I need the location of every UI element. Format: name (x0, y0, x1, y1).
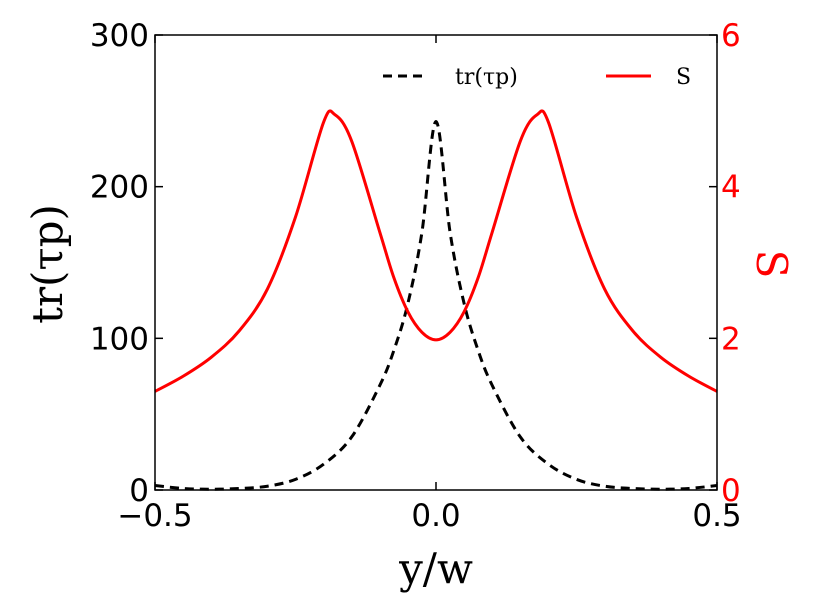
y-left-axis-title: tr(τp) (23, 204, 72, 324)
y-right-axis-title: S (747, 250, 796, 279)
legend-label-s: S (676, 65, 691, 90)
y-left-tick-label: 200 (90, 170, 149, 206)
x-tick-label: 0.0 (411, 498, 460, 534)
y-left-tick-label: 100 (90, 321, 149, 357)
x-tick-label: −0.5 (117, 498, 192, 534)
y-right-tick-label: 0 (721, 473, 741, 509)
legend: tr(τp) S (383, 65, 691, 90)
y-left-ticks: 0 100 200 300 (90, 18, 163, 509)
y-right-ticks: 0 2 4 6 (709, 18, 741, 509)
y-right-tick-label: 2 (721, 321, 741, 357)
plot-area (155, 35, 717, 490)
y-left-tick-label: 300 (90, 18, 149, 54)
x-ticks: −0.5 0.0 0.5 (117, 35, 742, 534)
x-tick-label: 0.5 (692, 498, 741, 534)
y-left-tick-label: 0 (129, 473, 149, 509)
x-axis-title: y/w (398, 544, 473, 593)
y-right-tick-label: 6 (721, 18, 741, 54)
series-line-s (154, 109, 718, 393)
series-line-tr (154, 119, 718, 491)
y-right-tick-label: 4 (721, 170, 741, 206)
legend-label-tr: tr(τp) (455, 65, 518, 90)
